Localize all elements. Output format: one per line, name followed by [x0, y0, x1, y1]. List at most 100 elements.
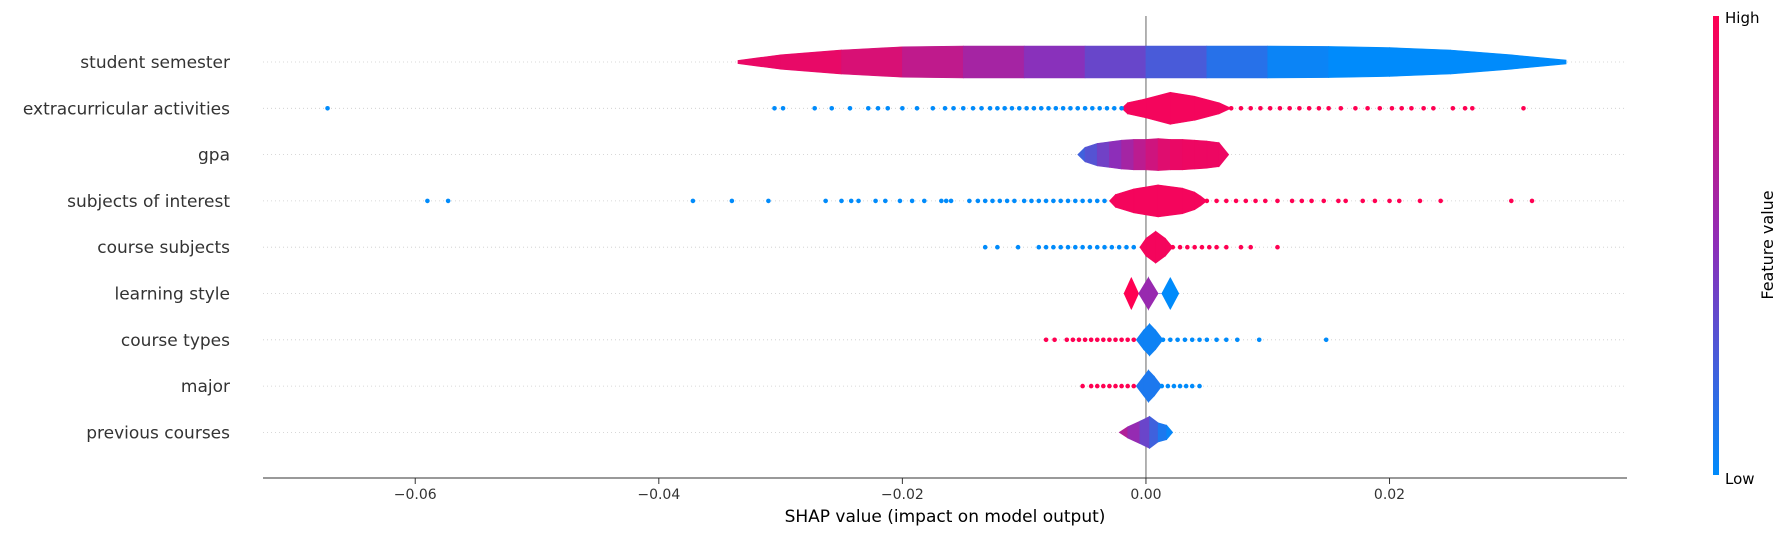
shap-point [1088, 383, 1094, 389]
shap-point [1036, 244, 1042, 250]
violin-segment [1170, 139, 1183, 171]
feature-label: previous courses [86, 423, 230, 443]
shap-point [1228, 106, 1234, 111]
shap-point [1277, 106, 1283, 111]
shap-point [921, 198, 927, 204]
x-tick-label: −0.04 [637, 487, 680, 503]
shap-point [1051, 198, 1056, 204]
x-tick-label: 0.02 [1374, 487, 1405, 503]
shap-point [1168, 337, 1173, 343]
violin-segment [1118, 426, 1128, 439]
violin-segment [1389, 47, 1451, 77]
shap-point [325, 106, 330, 111]
shap-point [1417, 198, 1423, 204]
shap-point [914, 106, 920, 111]
violin-segment [1182, 139, 1195, 171]
violin-segment [1149, 323, 1156, 357]
feature-label: learning style [114, 285, 230, 305]
violin-segment [1077, 146, 1086, 163]
violin-segment [1194, 95, 1220, 121]
violin-course-subjects [1139, 230, 1174, 264]
shap-point [1204, 337, 1210, 343]
shap-point [1073, 198, 1078, 204]
shap-point [1073, 244, 1078, 250]
shap-point [690, 198, 696, 204]
shap-point [1204, 198, 1210, 204]
x-tick-label: −0.06 [394, 487, 437, 503]
violin-segment [1127, 420, 1141, 445]
shap-point [1214, 198, 1219, 204]
violin-segment [1139, 415, 1150, 449]
points [325, 106, 1535, 389]
violin-segment [737, 54, 781, 70]
shap-point [848, 198, 854, 204]
shap-point [930, 106, 936, 111]
shap-point [1080, 198, 1085, 204]
shap-point [1097, 106, 1102, 111]
shap-point [982, 198, 988, 204]
violin-segment [1194, 139, 1208, 170]
shap-point [1170, 244, 1176, 250]
shap-point [1189, 337, 1195, 343]
shap-point [987, 106, 993, 111]
shap-point [1521, 106, 1526, 111]
shap-point [1060, 106, 1066, 111]
violin-segment [1218, 141, 1230, 168]
violin-learning-style [1123, 276, 1180, 311]
violin-segment [1450, 49, 1512, 75]
violin-segment [1161, 277, 1171, 310]
shap-point [1036, 198, 1042, 204]
shap-point [1113, 337, 1118, 343]
shap-point [1119, 106, 1124, 111]
violin-subjects-of-interest [1108, 184, 1208, 218]
shap-point [1107, 337, 1112, 343]
shap-point [1177, 244, 1183, 250]
shap-point [1267, 106, 1273, 111]
shap-point [942, 106, 948, 111]
shap-point [995, 106, 1000, 111]
shap-point [1214, 244, 1219, 250]
violin-segment [962, 45, 1025, 79]
shap-point [1043, 198, 1049, 204]
violin-segment [1133, 139, 1147, 171]
shap-point [1159, 383, 1165, 389]
shap-point [1090, 106, 1095, 111]
shap-point [1238, 106, 1244, 111]
shap-point [982, 244, 988, 250]
violin-student-semester [737, 45, 1567, 79]
shap-point [970, 106, 976, 111]
shap-point [990, 198, 995, 204]
shap-point [839, 198, 844, 204]
shap-point [1043, 244, 1049, 250]
shap-point [1438, 198, 1443, 204]
shap-point [1197, 383, 1202, 389]
shap-point [812, 106, 817, 111]
feature-labels: student semester extracurricular activiti… [23, 53, 230, 443]
shap-point [1326, 106, 1331, 111]
violin-segment [1148, 369, 1155, 403]
shap-point [1224, 198, 1229, 204]
shap-point [1233, 198, 1239, 204]
feature-label: course types [121, 331, 230, 351]
shap-point [1053, 106, 1059, 111]
shap-point [1470, 106, 1475, 111]
shap-point [1206, 244, 1212, 250]
violin-segment [1200, 195, 1208, 207]
shap-point [772, 106, 777, 111]
shap-point [875, 106, 881, 111]
shap-point [1248, 106, 1253, 111]
violin-segment [1108, 193, 1116, 209]
shap-point [1224, 244, 1229, 250]
shap-point [445, 198, 451, 204]
shap-point [1051, 244, 1056, 250]
violin-segment [1149, 415, 1159, 450]
shap-point [900, 106, 905, 111]
violin-segment [1084, 45, 1147, 79]
shap-point [1336, 198, 1341, 204]
shap-point [1256, 337, 1262, 343]
shap-point [885, 106, 891, 111]
shap-point [1029, 198, 1034, 204]
violin-extracurricular-activities [1121, 91, 1232, 125]
shap-point [1021, 198, 1027, 204]
